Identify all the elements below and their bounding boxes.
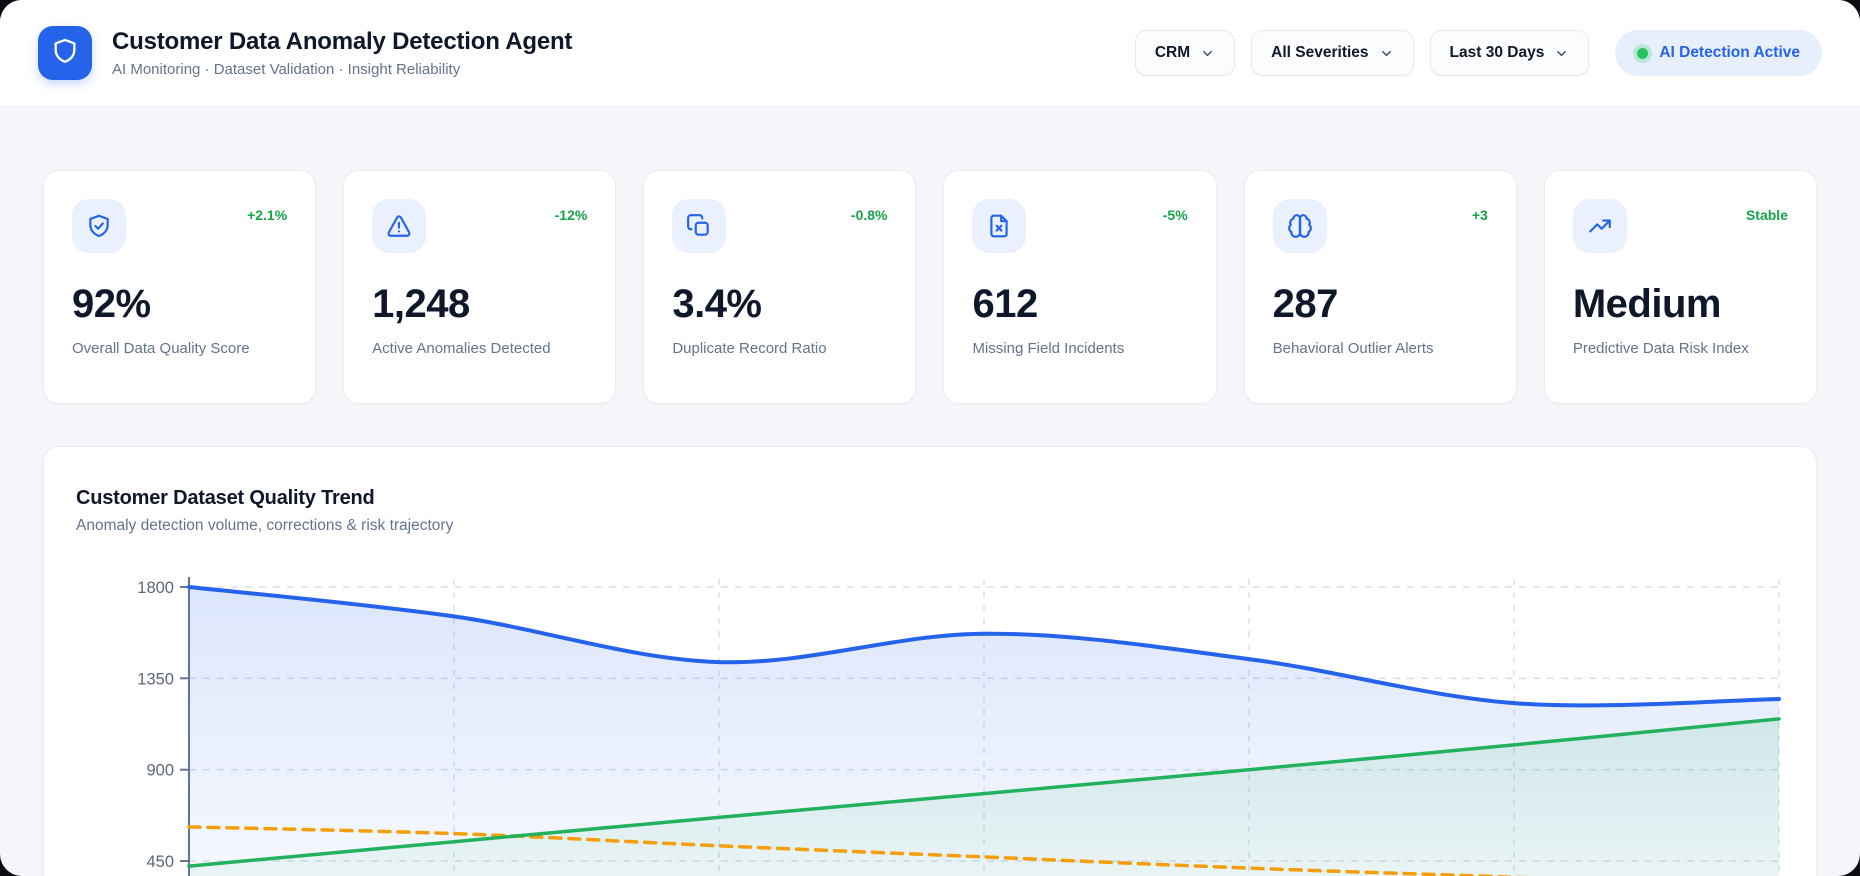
copy-icon: [672, 199, 727, 253]
quality-trend-chart: 1800 1350 900 450: [44, 571, 1816, 876]
brain-icon: [1272, 199, 1327, 253]
chart-title: Customer Dataset Quality Trend: [76, 487, 375, 509]
chevron-down-icon: [1379, 46, 1394, 61]
shield-check-icon: [72, 199, 126, 253]
y-axis-tick-label: 450: [146, 853, 174, 871]
stat-card-file-x: -5% 612 Missing Field Incidents: [943, 170, 1217, 404]
chevron-down-icon: [1200, 46, 1215, 61]
stat-label: Duplicate Record Ratio: [672, 340, 827, 357]
stat-value: 287: [1272, 282, 1339, 326]
chart-subtitle: Anomaly detection volume, corrections & …: [76, 517, 454, 534]
stat-card-top: -0.8%: [672, 199, 887, 253]
y-axis-tick-label: 1800: [137, 579, 174, 597]
filter-dropdown-crm[interactable]: CRM: [1134, 30, 1236, 76]
brand: Customer Data Anomaly Detection Agent AI…: [38, 26, 572, 80]
stat-card-top: -12%: [372, 199, 587, 253]
stat-value: 612: [972, 282, 1038, 326]
stat-card-top: +3: [1272, 199, 1488, 253]
stat-delta: +3: [1471, 207, 1488, 223]
file-x-icon: [972, 199, 1027, 253]
filter-dropdown-all-severities[interactable]: All Severities: [1251, 30, 1414, 76]
shield-icon: [51, 37, 79, 70]
stat-value: Medium: [1572, 282, 1722, 326]
page-title: Customer Data Anomaly Detection Agent: [112, 28, 573, 56]
chart-header: Customer Dataset Quality Trend Anomaly d…: [44, 447, 1816, 535]
stat-card-trending-up: Stable Medium Predictive Data Risk Index: [1543, 170, 1817, 404]
status-dot-icon: [1637, 47, 1649, 59]
y-axis-tick-label: 1350: [137, 670, 174, 688]
stat-value: 3.4%: [672, 282, 762, 326]
stat-delta: -12%: [554, 207, 588, 223]
stat-label: Active Anomalies Detected: [372, 340, 551, 357]
y-axis-tick-label: 900: [146, 762, 174, 780]
stat-card-copy: -0.8% 3.4% Duplicate Record Ratio: [643, 170, 917, 404]
status-badge-label: AI Detection Active: [1659, 44, 1800, 61]
line-corrections: [187, 717, 1781, 868]
status-badge: AI Detection Active: [1615, 30, 1822, 76]
stat-card-alert-triangle: -12% 1,248 Active Anomalies Detected: [343, 170, 617, 404]
stat-card-shield-check: +2.1% 92% Overall Data Quality Score: [43, 170, 317, 404]
page-subtitle: AI Monitoring · Dataset Validation · Ins…: [112, 60, 461, 78]
line-risk-trajectory: [187, 825, 1530, 876]
line-anomaly-volume: [187, 585, 1781, 708]
app-logo: [38, 26, 92, 80]
trending-up-icon: [1572, 199, 1627, 253]
stat-value: 92%: [72, 282, 151, 326]
title-block: Customer Data Anomaly Detection Agent AI…: [112, 28, 572, 78]
stat-card-top: +2.1%: [72, 199, 287, 253]
header-controls: CRM All Severities Last 30 Days AI Detecti…: [1134, 30, 1822, 76]
stat-card-brain: +3 287 Behavioral Outlier Alerts: [1243, 170, 1517, 404]
stat-delta: -0.8%: [850, 207, 888, 223]
chart-svg: 1800 1350 900 450: [137, 577, 1781, 876]
stat-delta: +2.1%: [247, 207, 288, 223]
top-bar: Customer Data Anomaly Detection Agent AI…: [0, 0, 1860, 107]
filter-label: Last 30 Days: [1449, 44, 1545, 61]
filter-dropdown-last-30-days[interactable]: Last 30 Days: [1429, 30, 1590, 76]
stats-row: +2.1% 92% Overall Data Quality Score -12% 1,…: [43, 170, 1817, 404]
stat-label: Missing Field Incidents: [972, 340, 1125, 357]
quality-trend-panel: Customer Dataset Quality Trend Anomaly d…: [43, 446, 1817, 876]
stat-value: 1,248: [372, 282, 470, 326]
stat-label: Predictive Data Risk Index: [1572, 340, 1749, 357]
stat-card-top: Stable: [1572, 199, 1788, 253]
stat-delta: Stable: [1745, 207, 1788, 223]
filter-label: CRM: [1154, 44, 1191, 61]
stat-label: Behavioral Outlier Alerts: [1272, 340, 1434, 357]
filter-group: CRM All Severities Last 30 Days: [1134, 30, 1590, 76]
stat-delta: -5%: [1162, 207, 1188, 223]
chevron-down-icon: [1554, 46, 1569, 61]
alert-triangle-icon: [372, 199, 427, 253]
filter-label: All Severities: [1271, 44, 1369, 61]
stat-card-top: -5%: [972, 199, 1188, 253]
stat-label: Overall Data Quality Score: [72, 340, 250, 357]
